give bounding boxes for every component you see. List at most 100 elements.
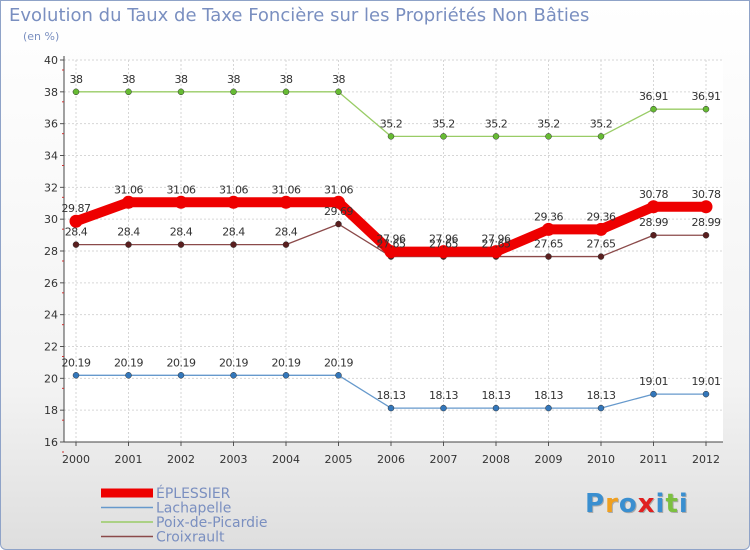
data-label-eplessier: 31.06 bbox=[167, 183, 196, 196]
data-label-croixrault: 28.99 bbox=[692, 216, 721, 229]
y-tick-label: 38 bbox=[44, 86, 58, 99]
data-label-poix-de-picardie: 38 bbox=[280, 73, 293, 86]
y-tick-label: 30 bbox=[44, 213, 58, 226]
data-label-lachapelle: 18.13 bbox=[587, 389, 616, 402]
y-tick-label: 24 bbox=[44, 309, 58, 322]
data-label-lachapelle: 20.19 bbox=[114, 356, 143, 369]
data-label-poix-de-picardie: 38 bbox=[122, 73, 135, 86]
x-tick-label: 2006 bbox=[377, 453, 405, 466]
series-lachapelle bbox=[72, 372, 710, 412]
data-label-eplessier: 30.78 bbox=[692, 188, 721, 201]
data-point-lachapelle bbox=[282, 372, 290, 379]
data-point-croixrault bbox=[335, 220, 342, 228]
data-point-poix-de-picardie bbox=[335, 88, 342, 96]
x-tick-label: 2010 bbox=[587, 453, 615, 466]
data-point-eplessier bbox=[384, 245, 398, 259]
y-tick-label: 28 bbox=[44, 245, 58, 258]
series-eplessier bbox=[69, 195, 713, 259]
data-label-croixrault: 27.65 bbox=[429, 238, 458, 251]
data-label-croixrault: 27.65 bbox=[587, 238, 616, 251]
logo-letter: o bbox=[618, 489, 638, 519]
logo-letter: x bbox=[637, 489, 656, 519]
data-point-poix-de-picardie bbox=[387, 133, 395, 140]
data-label-croixrault: 28.4 bbox=[275, 226, 298, 239]
x-tick-label: 2001 bbox=[115, 453, 143, 466]
data-point-eplessier bbox=[332, 195, 345, 209]
y-tick-label: 20 bbox=[44, 372, 58, 385]
data-point-poix-de-picardie bbox=[492, 133, 500, 140]
data-label-lachapelle: 18.13 bbox=[377, 389, 406, 402]
data-point-eplessier bbox=[122, 195, 135, 209]
data-point-eplessier bbox=[594, 222, 608, 236]
data-point-lachapelle bbox=[702, 390, 710, 398]
series-poix-de-picardie bbox=[72, 88, 710, 140]
data-label-poix-de-picardie: 35.2 bbox=[590, 117, 613, 130]
data-label-eplessier: 31.06 bbox=[272, 183, 301, 196]
x-tick-label: 2003 bbox=[220, 453, 248, 466]
x-tick-label: 2000 bbox=[62, 453, 90, 466]
data-point-croixrault bbox=[282, 241, 290, 248]
data-point-eplessier bbox=[69, 214, 83, 228]
y-tick-label: 32 bbox=[44, 181, 58, 194]
data-label-poix-de-picardie: 35.2 bbox=[380, 117, 403, 130]
logo-letter: i bbox=[655, 489, 666, 519]
data-point-poix-de-picardie bbox=[72, 88, 80, 96]
data-label-eplessier: 31.06 bbox=[219, 183, 248, 196]
legend-label-croixrault: Croixrault bbox=[156, 530, 225, 546]
legend-label-lachapelle: Lachapelle bbox=[156, 501, 231, 517]
data-point-lachapelle bbox=[230, 372, 237, 379]
data-point-eplessier bbox=[647, 200, 660, 214]
data-label-lachapelle: 20.19 bbox=[324, 356, 353, 369]
data-point-poix-de-picardie bbox=[282, 88, 290, 96]
logo-letter: r bbox=[605, 489, 619, 519]
y-tick-label: 36 bbox=[44, 118, 58, 131]
x-tick-label: 2004 bbox=[272, 453, 300, 466]
data-label-poix-de-picardie: 38 bbox=[70, 73, 83, 86]
data-label-lachapelle: 20.19 bbox=[62, 356, 91, 369]
data-label-lachapelle: 20.19 bbox=[272, 356, 301, 369]
data-label-lachapelle: 19.01 bbox=[692, 375, 721, 388]
data-point-croixrault bbox=[72, 241, 80, 248]
data-point-croixrault bbox=[177, 241, 185, 248]
data-point-poix-de-picardie bbox=[702, 105, 710, 113]
legend-label-poix-de-picardie: Poix-de-Picardie bbox=[156, 515, 268, 531]
data-point-lachapelle bbox=[492, 404, 500, 412]
data-label-poix-de-picardie: 38 bbox=[332, 73, 345, 86]
data-point-lachapelle bbox=[545, 404, 552, 412]
proxiti-logo: Proxiti bbox=[585, 489, 689, 519]
data-point-croixrault bbox=[125, 241, 132, 248]
data-label-eplessier: 27.96 bbox=[482, 233, 511, 246]
x-tick-label: 2012 bbox=[692, 453, 720, 466]
y-tick-label: 16 bbox=[44, 436, 58, 449]
data-label-croixrault: 27.65 bbox=[377, 238, 406, 251]
data-point-eplessier bbox=[699, 200, 713, 214]
y-tick-label: 34 bbox=[44, 150, 58, 163]
data-label-lachapelle: 18.13 bbox=[482, 389, 511, 402]
data-label-croixrault: 28.4 bbox=[65, 226, 88, 239]
y-tick-label: 18 bbox=[44, 404, 58, 417]
data-label-croixrault: 28.4 bbox=[222, 226, 245, 239]
x-tick-label: 2008 bbox=[482, 453, 510, 466]
chart-subtitle: (en %) bbox=[23, 30, 60, 43]
data-point-eplessier bbox=[227, 195, 240, 209]
x-tick-label: 2011 bbox=[640, 453, 668, 466]
data-label-lachapelle: 20.19 bbox=[167, 356, 196, 369]
data-label-eplessier: 29.36 bbox=[534, 210, 563, 223]
data-point-lachapelle bbox=[177, 372, 185, 379]
data-point-poix-de-picardie bbox=[650, 105, 657, 113]
data-label-croixrault: 28.99 bbox=[639, 216, 668, 229]
x-tick-label: 2009 bbox=[535, 453, 563, 466]
data-label-eplessier: 29.36 bbox=[587, 210, 616, 223]
data-point-poix-de-picardie bbox=[230, 88, 237, 96]
data-point-poix-de-picardie bbox=[597, 133, 605, 140]
data-label-croixrault: 29.69 bbox=[324, 205, 353, 218]
data-label-eplessier: 27.96 bbox=[429, 233, 458, 246]
data-point-poix-de-picardie bbox=[440, 133, 447, 140]
data-label-eplessier: 31.06 bbox=[114, 183, 143, 196]
x-tick-label: 2002 bbox=[167, 453, 195, 466]
data-point-lachapelle bbox=[650, 390, 657, 398]
y-tick-label: 22 bbox=[44, 341, 58, 354]
data-label-eplessier: 31.06 bbox=[324, 183, 353, 196]
x-tick-label: 2007 bbox=[430, 453, 458, 466]
